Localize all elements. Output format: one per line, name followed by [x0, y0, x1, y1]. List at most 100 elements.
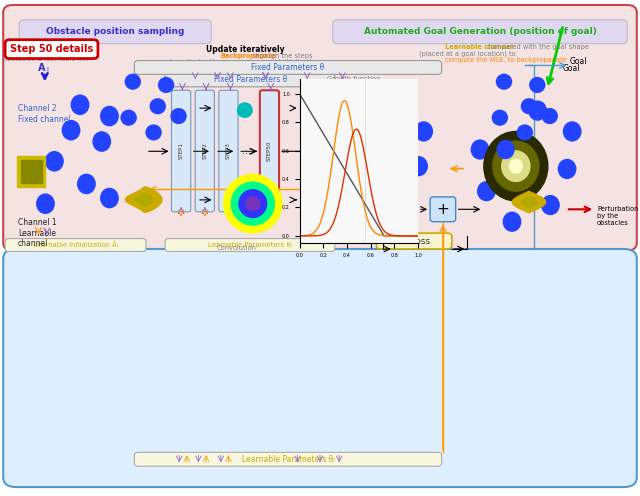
Bar — [17, 156, 45, 187]
FancyBboxPatch shape — [333, 20, 627, 44]
Text: Learnable Parameters θₗ: Learnable Parameters θₗ — [242, 455, 334, 464]
Text: Backpropagate: Backpropagate — [221, 53, 276, 59]
FancyBboxPatch shape — [3, 5, 637, 250]
Circle shape — [484, 131, 548, 201]
Circle shape — [502, 151, 530, 182]
Text: I: I — [46, 67, 49, 73]
Text: Obstacles & learnable init: Obstacles & learnable init — [2, 56, 88, 62]
Text: +: + — [436, 202, 449, 217]
Circle shape — [415, 122, 433, 141]
Text: Update iteratively: Update iteratively — [206, 45, 284, 54]
Circle shape — [529, 101, 547, 120]
Circle shape — [246, 197, 260, 210]
Circle shape — [62, 121, 80, 140]
Circle shape — [542, 109, 557, 124]
FancyBboxPatch shape — [260, 90, 279, 212]
FancyBboxPatch shape — [3, 249, 637, 487]
Circle shape — [477, 182, 495, 200]
Circle shape — [503, 212, 521, 231]
Circle shape — [492, 110, 508, 125]
FancyBboxPatch shape — [219, 90, 238, 212]
Circle shape — [397, 195, 415, 214]
Polygon shape — [521, 197, 538, 207]
Circle shape — [522, 99, 536, 114]
Circle shape — [530, 77, 545, 92]
Polygon shape — [134, 193, 153, 206]
Text: to optimize the parameters and initialization: to optimize the parameters and initializ… — [170, 59, 320, 65]
Polygon shape — [513, 191, 545, 213]
Polygon shape — [342, 144, 393, 183]
FancyBboxPatch shape — [5, 239, 146, 251]
FancyBboxPatch shape — [19, 20, 211, 44]
FancyBboxPatch shape — [195, 90, 214, 212]
Text: Initial pattern A°: Initial pattern A° — [17, 49, 72, 56]
Circle shape — [333, 182, 351, 200]
Text: compared with the goal shape: compared with the goal shape — [485, 44, 589, 50]
Circle shape — [100, 188, 118, 208]
FancyBboxPatch shape — [165, 72, 335, 87]
Text: STEP2: STEP2 — [202, 142, 207, 160]
FancyBboxPatch shape — [134, 452, 442, 466]
Text: A: A — [38, 63, 45, 73]
Text: Fixed Parameters θ: Fixed Parameters θ — [214, 75, 287, 84]
Text: Goal: Goal — [570, 58, 587, 66]
Circle shape — [509, 159, 522, 173]
Text: STEP50: STEP50 — [267, 141, 272, 161]
Circle shape — [239, 190, 267, 217]
Text: Fixed Parameters θ: Fixed Parameters θ — [252, 63, 324, 72]
FancyBboxPatch shape — [5, 40, 98, 59]
Circle shape — [497, 74, 511, 89]
Text: ...: ... — [242, 146, 251, 156]
Text: Learnable channel: Learnable channel — [445, 44, 513, 50]
Circle shape — [517, 125, 532, 140]
Text: Learnable Initialization Âₗ: Learnable Initialization Âₗ — [34, 242, 117, 248]
Text: STEP1: STEP1 — [179, 142, 184, 160]
Text: STEP3: STEP3 — [226, 142, 231, 160]
FancyBboxPatch shape — [165, 239, 335, 251]
Circle shape — [541, 195, 559, 214]
Circle shape — [93, 132, 111, 151]
Text: Learnable Parameters θₗ: Learnable Parameters θₗ — [208, 242, 292, 248]
Circle shape — [563, 122, 581, 141]
Circle shape — [237, 103, 252, 117]
Circle shape — [150, 99, 165, 114]
Circle shape — [121, 110, 136, 125]
Circle shape — [125, 74, 140, 89]
Bar — [21, 160, 42, 183]
Text: compute the MSE, to backpropagate: compute the MSE, to backpropagate — [445, 57, 566, 63]
Polygon shape — [359, 156, 377, 170]
Text: through the steps: through the steps — [253, 53, 312, 59]
FancyBboxPatch shape — [376, 233, 452, 249]
Circle shape — [497, 140, 514, 159]
Circle shape — [159, 77, 173, 92]
Circle shape — [45, 152, 63, 171]
Circle shape — [100, 107, 118, 125]
Circle shape — [36, 194, 54, 213]
Circle shape — [231, 182, 275, 225]
Text: Growth function: Growth function — [327, 76, 381, 82]
Circle shape — [223, 175, 282, 233]
Circle shape — [558, 160, 576, 179]
Circle shape — [471, 140, 489, 159]
Circle shape — [364, 209, 381, 228]
Text: Automated Goal Generation (position of goal): Automated Goal Generation (position of g… — [364, 27, 596, 36]
Circle shape — [146, 125, 161, 140]
Text: Obstacle position sampling: Obstacle position sampling — [46, 27, 184, 36]
FancyBboxPatch shape — [430, 197, 456, 222]
Circle shape — [77, 174, 95, 193]
Text: Perturbation
by the
obstacles: Perturbation by the obstacles — [597, 206, 639, 226]
FancyBboxPatch shape — [134, 61, 442, 74]
Polygon shape — [353, 152, 381, 173]
Circle shape — [325, 136, 343, 155]
Text: Goal: Goal — [562, 64, 580, 73]
Text: L₂ Loss: L₂ Loss — [399, 237, 429, 246]
Circle shape — [380, 101, 398, 120]
Circle shape — [171, 109, 186, 124]
Text: (placed at a goal location) to: (placed at a goal location) to — [419, 50, 516, 57]
Circle shape — [410, 157, 428, 176]
Text: Step 50 details: Step 50 details — [10, 44, 93, 54]
Circle shape — [71, 95, 89, 115]
FancyBboxPatch shape — [172, 90, 191, 212]
Text: Convolution: Convolution — [217, 245, 257, 251]
Circle shape — [493, 141, 539, 191]
